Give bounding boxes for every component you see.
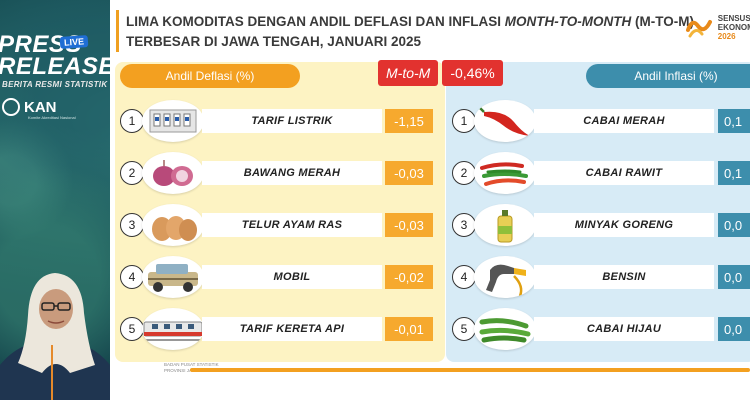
train-icon (142, 308, 204, 350)
mtom-label: M-to-M (378, 60, 439, 86)
red-chili-icon (474, 100, 536, 142)
andil-value: 0,0 (718, 213, 750, 237)
commodity-name: BENSIN (534, 265, 714, 289)
presenter-video (0, 273, 120, 400)
electric-meter-icon (142, 100, 204, 142)
andil-value: 0,1 (718, 161, 750, 185)
live-badge: LIVE (59, 35, 89, 49)
kan-logo-text: KAN (24, 98, 57, 116)
rank-badge: 3 (120, 213, 144, 237)
title-line-1-em: MONTH-TO-MONTH (504, 14, 632, 29)
green-chili-icon (474, 308, 536, 350)
mtom-value: -0,46% (442, 60, 503, 86)
rank-badge: 3 (452, 213, 476, 237)
shallot-icon (142, 152, 204, 194)
footer-accent-bar (190, 368, 750, 372)
commodity-name: CABAI RAWIT (534, 161, 714, 185)
commodity-name: TELUR AYAM RAS (202, 213, 382, 237)
commodity-name: BAWANG MERAH (202, 161, 382, 185)
commodity-name: TARIF KERETA API (202, 317, 382, 341)
andil-value: -0,03 (385, 213, 433, 237)
sensus-year: 2026 (717, 31, 736, 41)
andil-value: -0,02 (385, 265, 433, 289)
kan-emblem-icon (2, 98, 20, 116)
andil-value: 0,0 (718, 265, 750, 289)
title-line-2: TERBESAR DI JAWA TENGAH, JANUARI 2025 (126, 34, 422, 49)
commodity-name: MOBIL (202, 265, 382, 289)
andil-value: -0,03 (385, 161, 433, 185)
press-line-2: RELEASE (0, 53, 115, 80)
kan-subtitle: Komite Akreditasi Nasional (28, 115, 76, 120)
title-line-1-prefix: LIMA KOMODITAS DENGAN ANDIL DEFLASI DAN … (126, 14, 505, 29)
cooking-oil-icon (474, 204, 536, 246)
andil-value: -1,15 (385, 109, 433, 133)
andil-value: 0,0 (718, 317, 750, 341)
slide-title: LIMA KOMODITAS DENGAN ANDIL DEFLASI DAN … (126, 12, 694, 52)
mtom-summary: M-to-M -0,46% (378, 60, 503, 86)
andil-value: -0,01 (385, 317, 433, 341)
deflasi-header: Andil Deflasi (%) (120, 64, 300, 88)
egg-icon (142, 204, 204, 246)
title-accent-bar (116, 10, 119, 52)
rank-badge: 1 (120, 109, 144, 133)
press-release-logo: PRESS RELEASE (0, 33, 115, 80)
rank-badge: 4 (452, 265, 476, 289)
rank-badge: 2 (120, 161, 144, 185)
rank-badge: 5 (120, 317, 144, 341)
commodity-name: CABAI MERAH (534, 109, 714, 133)
bird-chili-icon (474, 152, 536, 194)
fuel-nozzle-icon (474, 256, 536, 298)
rank-badge: 4 (120, 265, 144, 289)
commodity-name: MINYAK GORENG (534, 213, 714, 237)
commodity-name: TARIF LISTRIK (202, 109, 382, 133)
rank-badge: 1 (452, 109, 476, 133)
sensus-logo-icon (685, 20, 712, 38)
andil-value: 0,1 (718, 109, 750, 133)
rank-badge: 2 (452, 161, 476, 185)
car-icon (142, 256, 204, 298)
sensus-line-1: SENSUS (717, 13, 750, 23)
commodity-name: CABAI HIJAU (534, 317, 714, 341)
rank-badge: 5 (452, 317, 476, 341)
slide: LIMA KOMODITAS DENGAN ANDIL DEFLASI DAN … (110, 0, 750, 400)
footer-text-1: BADAN PUSAT STATISTIK (164, 362, 219, 367)
inflasi-header: Andil Inflasi (%) (586, 64, 750, 88)
sensus-ekonomi-logo: SENSUS EKONOMI 2026 (684, 12, 750, 42)
sensus-line-2: EKONOMI (717, 22, 750, 32)
kan-logo: KAN (2, 98, 57, 116)
press-subtitle: BERITA RESMI STATISTIK (2, 80, 108, 89)
title-line-1-suffix: (M-TO-M) (631, 14, 694, 29)
